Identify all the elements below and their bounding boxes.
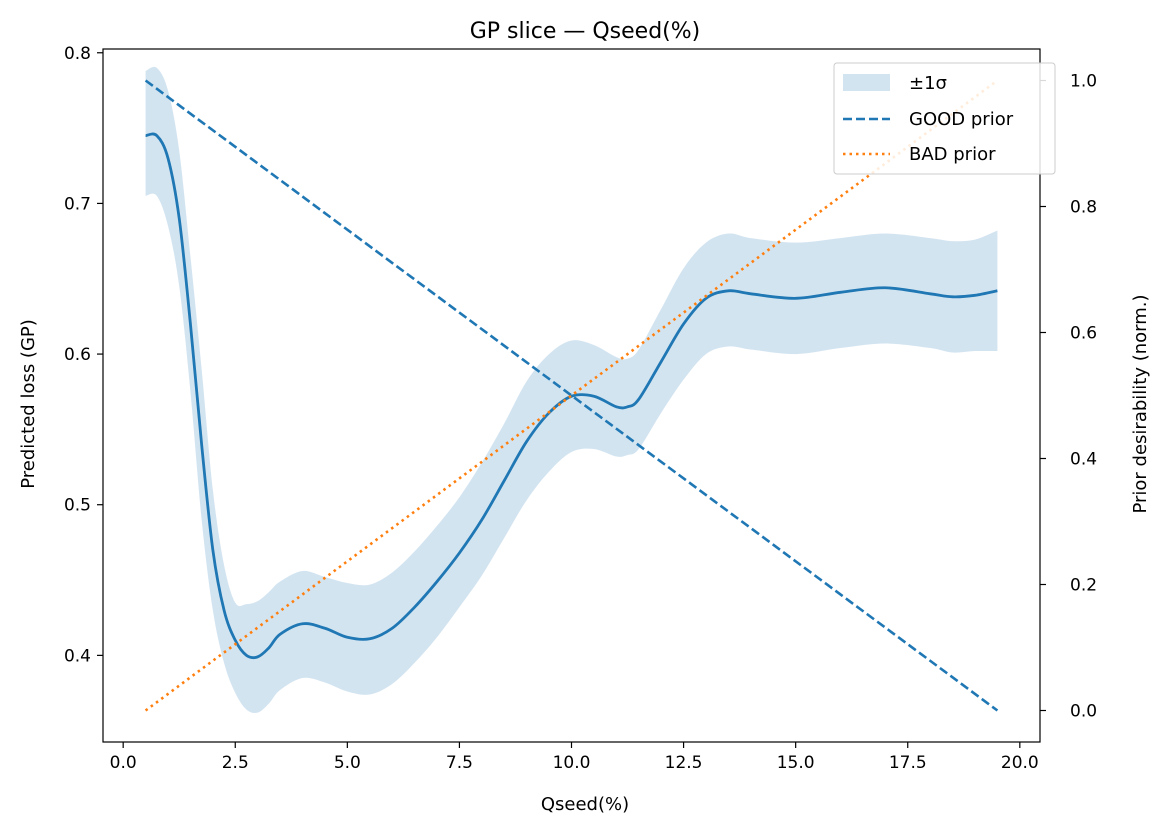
y-tick-label: 0.5	[64, 496, 91, 516]
x-tick-label: 2.5	[222, 753, 249, 773]
bad-prior-line	[144, 79, 999, 712]
legend-label-bad-prior: BAD prior	[909, 144, 996, 165]
y2-axis-label: Prior desirability (norm.)	[1130, 294, 1151, 513]
x-tick-label: 15.0	[777, 753, 815, 773]
y-tick-label: 0.8	[64, 44, 91, 64]
sigma-band	[145, 66, 998, 714]
x-tick-label: 5.0	[334, 753, 361, 773]
plot-area	[144, 66, 999, 714]
x-tick-label: 10.0	[553, 753, 591, 773]
y-tick-label: 0.6	[64, 345, 91, 365]
x-tick-label: 12.5	[665, 753, 703, 773]
y2-tick-label: 0.8	[1070, 198, 1097, 218]
y2-tick-label: 0.6	[1070, 324, 1097, 344]
x-axis-label: Qseed(%)	[541, 794, 629, 815]
y-tick-label: 0.4	[64, 646, 91, 666]
y-tick-label: 0.7	[64, 194, 91, 214]
y2-tick-label: 1.0	[1070, 72, 1097, 92]
x-tick-label: 17.5	[889, 753, 927, 773]
x-tick-label: 0.0	[110, 753, 137, 773]
good-prior-line	[144, 79, 999, 712]
chart-title: GP slice — Qseed(%)	[470, 19, 701, 44]
y2-tick-label: 0.0	[1070, 702, 1097, 722]
axes: 0.0 2.5 5.0 7.5 10.0 12.5 15.0 17.5 20.0 0.4 0.5 0.…	[64, 44, 1097, 773]
x-tick-label: 20.0	[1001, 753, 1039, 773]
legend-label-band: ±1σ	[909, 73, 947, 94]
legend: ±1σ GOOD prior BAD prior	[833, 62, 1056, 175]
legend-band-swatch	[843, 74, 890, 91]
legend-label-good-prior: GOOD prior	[909, 109, 1014, 130]
y-axis-label: Predicted loss (GP)	[18, 319, 39, 489]
y2-tick-label: 0.2	[1070, 576, 1097, 596]
y2-tick-label: 0.4	[1070, 450, 1097, 470]
gp-mean-line	[145, 132, 998, 660]
x-tick-label: 7.5	[446, 753, 473, 773]
